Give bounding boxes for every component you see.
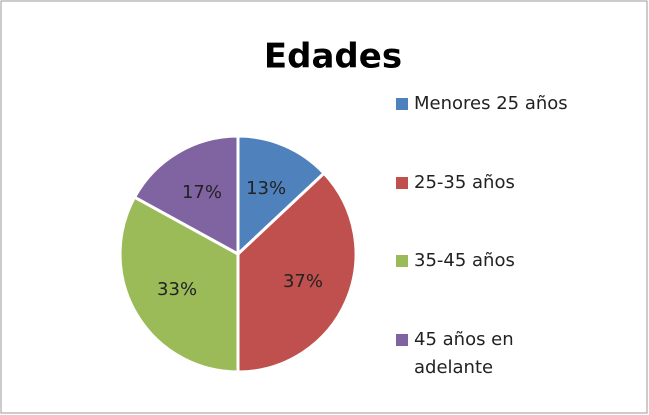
pie-slice: [236, 134, 327, 258]
legend-label: 45 años en adelante: [414, 329, 514, 378]
legend-label: Menores 25 años: [414, 93, 568, 114]
legend-item: Menores 25 años: [396, 90, 626, 118]
legend-swatch: [396, 255, 408, 267]
legend-item: 25-35 años: [396, 169, 626, 197]
legend-swatch: [396, 334, 408, 346]
pie-slice: [236, 171, 358, 374]
value-label: 33%: [157, 279, 197, 300]
value-label: 17%: [182, 182, 222, 203]
legend-item: 35-45 años: [396, 247, 626, 275]
pie-slice: [118, 195, 240, 374]
chart-title: Edades: [264, 37, 402, 77]
legend-item: 45 años en adelante: [396, 326, 626, 382]
legend-swatch: [396, 177, 408, 189]
value-label: 13%: [246, 178, 286, 199]
pie-slice: [132, 134, 240, 257]
value-label: 37%: [283, 271, 323, 292]
legend-label: 35-45 años: [414, 250, 515, 271]
legend-swatch: [396, 98, 408, 110]
legend-label: 25-35 años: [414, 172, 515, 193]
